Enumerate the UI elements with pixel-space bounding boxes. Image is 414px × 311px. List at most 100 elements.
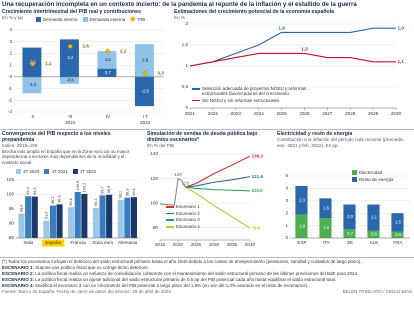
legend-label: 4T 2021 bbox=[51, 169, 68, 174]
data-label: 110,0 bbox=[252, 188, 264, 193]
bar bbox=[295, 185, 308, 215]
data-label: 91,0 bbox=[43, 211, 48, 219]
x-tick-label: 2020 bbox=[173, 242, 184, 247]
marker bbox=[142, 70, 149, 77]
scenario: ESCENARIO 4: Modifica el escenario 3 con… bbox=[2, 283, 412, 289]
y-tick-label: 2 bbox=[185, 21, 188, 26]
data-label: 93,4 bbox=[19, 204, 24, 212]
data-label: 79,6 bbox=[252, 225, 261, 230]
scenario-label: ESCENARIO 3: bbox=[2, 277, 35, 283]
chart-title: Simulación de sendas de deuda pública ba… bbox=[147, 131, 258, 144]
y-tick-label: 2 bbox=[9, 51, 12, 56]
legend-label: Sin NGEU y sin reformas estructurales bbox=[202, 97, 280, 103]
x-tick-label: 2026 bbox=[299, 111, 310, 116]
legend-swatch bbox=[166, 226, 174, 228]
bar bbox=[319, 218, 332, 238]
legend-swatch bbox=[192, 99, 200, 102]
bar bbox=[134, 76, 154, 107]
divider bbox=[0, 257, 414, 258]
bar bbox=[92, 207, 99, 238]
data-label: 2,0 bbox=[347, 214, 353, 219]
x-tick-label: 2024 bbox=[254, 111, 265, 116]
data-label: 95,6 bbox=[68, 198, 73, 206]
data-label: 2,1 bbox=[371, 215, 377, 220]
divider bbox=[0, 129, 414, 130]
data-label: 113 bbox=[181, 180, 189, 185]
marker bbox=[67, 43, 74, 50]
data-label: 99,4 bbox=[25, 186, 30, 194]
data-label: -2,5 bbox=[142, 89, 150, 94]
x-tick-label: 2025 bbox=[276, 111, 287, 116]
y-tick-label: 0 bbox=[185, 105, 188, 110]
y-tick-label: 85 bbox=[9, 235, 15, 240]
x-tick-label: 2015 bbox=[155, 242, 166, 247]
x-tick-label: Alemania bbox=[118, 240, 138, 245]
data-label: 2,8 bbox=[142, 58, 148, 63]
legend-label: Escenario 4 bbox=[176, 224, 200, 230]
data-label: 100,9 bbox=[75, 181, 80, 191]
x-tick-label: II bbox=[31, 114, 34, 119]
line bbox=[184, 186, 251, 229]
chart-subtitle: Índice, 2019=100 bbox=[2, 143, 38, 149]
scenario-text: Supone una política fiscal que no corrig… bbox=[35, 265, 149, 271]
data-label: 2,3 bbox=[299, 197, 305, 202]
bar bbox=[18, 213, 25, 238]
chart-subtitle: En % bbox=[174, 15, 185, 21]
y-tick-label: 1,5 bbox=[182, 42, 189, 47]
x-tick-label: ALE bbox=[370, 240, 379, 245]
x-group-label: 2022 bbox=[140, 120, 151, 125]
data-label: -0,6 bbox=[67, 77, 75, 82]
bar bbox=[367, 204, 380, 231]
bar bbox=[319, 198, 332, 219]
line bbox=[159, 178, 186, 206]
bar bbox=[391, 213, 404, 232]
bar bbox=[31, 196, 38, 238]
scenario-text: La política fiscal realiza un ajuste adi… bbox=[35, 277, 337, 283]
legend-item: 4T 2021 bbox=[44, 169, 68, 174]
legend-label: Escenario 2 bbox=[176, 210, 200, 216]
x-tick-label: 2021 bbox=[185, 111, 196, 116]
y-tick-label: 4 bbox=[285, 186, 288, 191]
footer: (*) Todos los escenarios incluyen el det… bbox=[2, 259, 412, 296]
x-tick-label: 2030 bbox=[391, 111, 402, 116]
chart-title: Electricidad y resto de energía bbox=[277, 131, 353, 137]
x-tick-label: FRA bbox=[393, 240, 403, 245]
x-tick-label: Francia bbox=[70, 240, 86, 245]
legend-label: 1T 2022 bbox=[79, 169, 97, 174]
x-tick-label: 2030 bbox=[209, 242, 220, 247]
chart-subtitle: En % y pp bbox=[2, 15, 23, 21]
legend-label: Electricidad bbox=[359, 170, 383, 175]
y-tick-label: 1 bbox=[185, 63, 188, 68]
legend-item: Escenario 1 bbox=[166, 204, 216, 209]
legend: 4T 2020 4T 2021 1T 2022 bbox=[16, 169, 96, 174]
bar bbox=[81, 193, 88, 238]
legend-item: Electricidad bbox=[352, 170, 412, 175]
chart-title: Convergencia del PIB respecto a los nive… bbox=[2, 131, 111, 144]
bar bbox=[43, 220, 50, 238]
x-group-label: 2021 bbox=[65, 120, 76, 125]
legend: Escenario 1 Escenario 2 Escenario 3 Escenar… bbox=[166, 204, 216, 229]
chart-header: Crecimiento intertrimestral del PIB real… bbox=[2, 9, 168, 21]
line bbox=[185, 155, 251, 188]
chart-subtitle: Contribución a la inflación del período … bbox=[277, 137, 404, 148]
legend-swatch bbox=[36, 16, 41, 22]
credit: BELÉN TRINCADO / CINCO DÍAS bbox=[342, 289, 412, 295]
data-label: 99,7 bbox=[100, 186, 105, 194]
footnote: (*) Todos los escenarios incluyen el det… bbox=[2, 259, 362, 264]
legend-item: Sin NGEU y sin reformas estructurales bbox=[192, 98, 332, 103]
x-tick-label: IV bbox=[106, 114, 111, 119]
bar bbox=[49, 205, 56, 238]
x-tick-label: 2035 bbox=[227, 242, 238, 247]
legend-label: 4T 2020 bbox=[23, 169, 40, 174]
legend-item: 4T 2020 bbox=[16, 169, 39, 174]
legend-item: PIB bbox=[130, 17, 145, 22]
y-tick-label: 90 bbox=[9, 221, 15, 226]
bar bbox=[74, 191, 81, 238]
legend-swatch bbox=[82, 16, 88, 22]
y-tick-label: -1 bbox=[8, 86, 13, 91]
data-label: 100,2 bbox=[81, 183, 86, 193]
bar bbox=[59, 39, 79, 77]
bar bbox=[130, 197, 137, 238]
scenario: ESCENARIO 3: La política fiscal realiza … bbox=[2, 277, 412, 283]
